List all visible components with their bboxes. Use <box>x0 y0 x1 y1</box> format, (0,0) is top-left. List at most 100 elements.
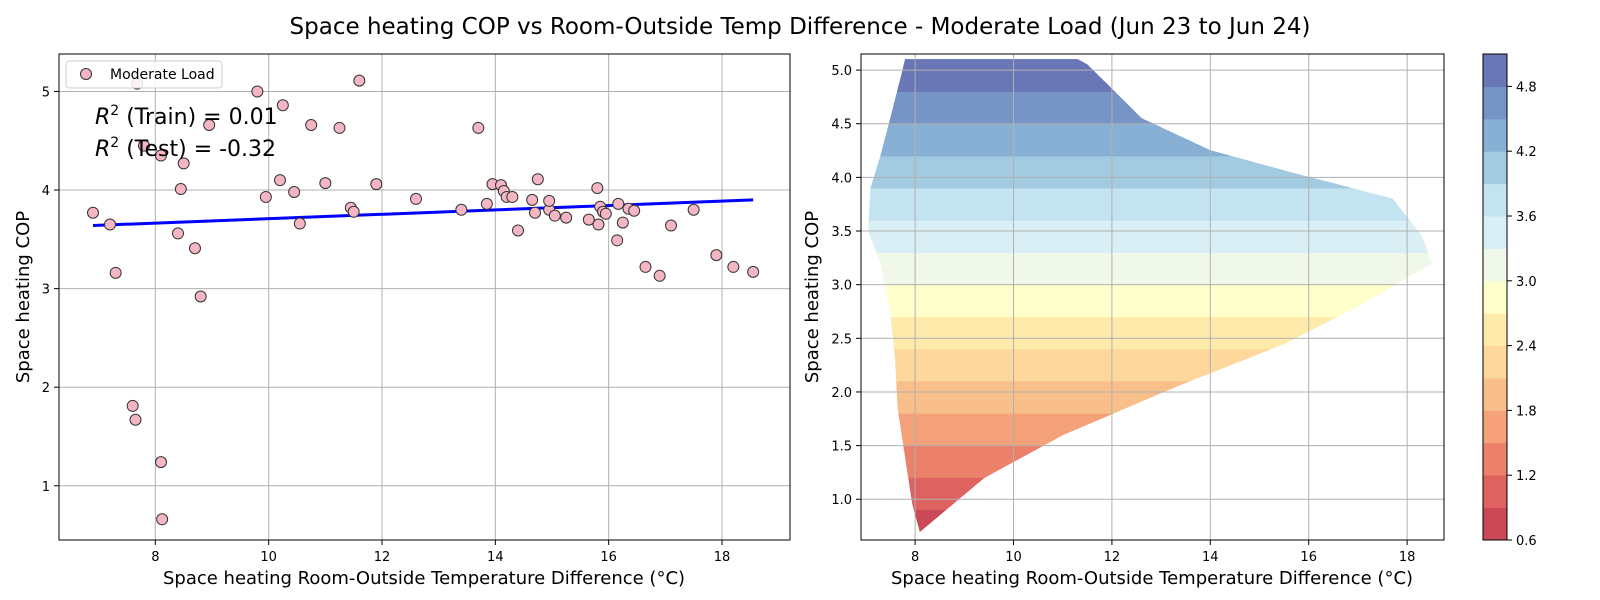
contour-y-tick-label: 3.5 <box>831 225 852 240</box>
contour-y-ticks: 1.0 1.5 2.0 2.5 3.0 3.5 4.0 4.5 5.0 <box>831 64 861 508</box>
colorbar-tick-label: 2.4 <box>1516 340 1537 355</box>
contour-band <box>888 91 1154 124</box>
scatter-point <box>529 206 541 219</box>
colorbar-segment <box>1483 313 1507 347</box>
scatter-point <box>126 399 139 412</box>
scatter-point <box>611 234 624 247</box>
colorbar-tick-label: 4.2 <box>1516 145 1537 160</box>
scatter-y-tick-label: 2 <box>42 381 50 396</box>
colorbar: 0.6 1.2 1.8 2.4 3.0 3.6 4.2 4.8 <box>1482 53 1537 549</box>
contour-grid <box>861 54 1444 540</box>
colorbar-segment <box>1483 410 1507 444</box>
scatter-point <box>293 217 306 230</box>
scatter-point <box>543 194 556 207</box>
contour-band <box>868 187 1410 221</box>
contour-y-tick-label: 5.0 <box>831 64 852 79</box>
scatter-x-axis-label: Space heating Room-Outside Temperature D… <box>163 568 685 589</box>
scatter-point <box>455 203 468 216</box>
colorbar-segment <box>1483 345 1507 379</box>
contour-band <box>890 316 1337 350</box>
scatter-point <box>155 149 167 162</box>
colorbar-segment <box>1483 151 1507 185</box>
scatter-point <box>747 265 760 278</box>
contour-x-tick-label: 18 <box>1399 550 1416 565</box>
scatter-point <box>177 157 190 170</box>
contour-x-tick-label: 10 <box>1005 550 1022 565</box>
scatter-point <box>274 174 286 187</box>
scatter-point <box>480 197 493 210</box>
contour-y-tick-label: 2.0 <box>831 386 852 401</box>
colorbar-segment <box>1483 216 1507 249</box>
colorbar-segment <box>1483 248 1507 282</box>
scatter-point <box>353 74 366 87</box>
colorbar-tick-label: 3.0 <box>1516 275 1537 290</box>
colorbar-tick-label: 3.6 <box>1516 210 1537 225</box>
figure-title: Space heating COP vs Room-Outside Temp D… <box>289 14 1311 40</box>
contour-y-tick-label: 2.5 <box>831 332 852 347</box>
contour-band <box>884 284 1396 318</box>
scatter-point <box>276 99 289 112</box>
contour-x-tick-label: 8 <box>911 550 919 565</box>
scatter-point <box>129 413 142 426</box>
legend-label-moderate-load: Moderate Load <box>110 67 215 83</box>
colorbar-segment <box>1483 378 1507 411</box>
scatter-point <box>189 242 201 255</box>
regression-line <box>92 198 754 228</box>
colorbar-segment <box>1483 507 1507 541</box>
scatter-point <box>156 513 169 526</box>
scatter-point <box>560 211 573 224</box>
scatter-point <box>616 216 629 229</box>
legend-box <box>65 60 223 89</box>
scatter-point <box>727 260 740 273</box>
scatter-point <box>639 260 652 273</box>
colorbar-segment <box>1483 54 1507 87</box>
scatter-point <box>347 205 360 218</box>
scatter-grid <box>59 54 790 540</box>
scatter-point <box>665 219 677 232</box>
scatter-point <box>710 249 723 262</box>
r2-test-annotation: R2 (Test) = -0.32 <box>95 135 276 162</box>
colorbar-segment <box>1483 118 1507 152</box>
scatter-fit-line <box>92 198 754 228</box>
colorbar-frame <box>1482 53 1508 541</box>
scatter-plot-area <box>59 54 790 540</box>
contour-x-tick-label: 12 <box>1104 550 1121 565</box>
scatter-point <box>370 178 383 191</box>
scatter-point <box>138 139 150 152</box>
scatter-point <box>155 456 167 469</box>
scatter-y-tick-label: 4 <box>42 184 50 199</box>
scatter-point <box>582 213 595 226</box>
contour-band <box>897 59 1116 92</box>
scatter-point <box>333 121 346 134</box>
scatter-x-tick-label: 8 <box>151 550 159 565</box>
colorbar-segment <box>1483 442 1507 476</box>
scatter-point <box>288 186 301 199</box>
scatter-points <box>87 74 760 526</box>
scatter-point <box>109 266 122 279</box>
scatter-legend: Moderate Load <box>65 60 223 89</box>
scatter-point <box>592 218 605 231</box>
scatter-point <box>628 204 641 217</box>
contour-x-tick-label: 16 <box>1300 550 1317 565</box>
scatter-point <box>472 121 485 134</box>
scatter-point <box>172 227 184 240</box>
colorbar-segment <box>1483 183 1507 217</box>
colorbar-tick-label: 0.6 <box>1516 534 1537 549</box>
scatter-y-tick-label: 1 <box>42 480 50 495</box>
scatter-point <box>305 118 318 131</box>
scatter-point <box>251 85 264 98</box>
contour-y-tick-label: 4.0 <box>831 171 852 186</box>
colorbar-ticks: 0.6 1.2 1.8 2.4 3.0 3.6 4.2 4.8 <box>1507 80 1537 549</box>
scatter-point <box>506 190 519 203</box>
scatter-x-tick-label: 14 <box>487 550 504 565</box>
contour-y-tick-label: 4.5 <box>831 118 852 133</box>
scatter-point <box>174 183 187 196</box>
scatter-point <box>548 209 561 222</box>
scatter-point <box>87 206 99 219</box>
scatter-y-tick-label: 3 <box>42 283 50 298</box>
scatter-x-tick-label: 10 <box>260 550 277 565</box>
scatter-x-tick-label: 18 <box>714 550 731 565</box>
